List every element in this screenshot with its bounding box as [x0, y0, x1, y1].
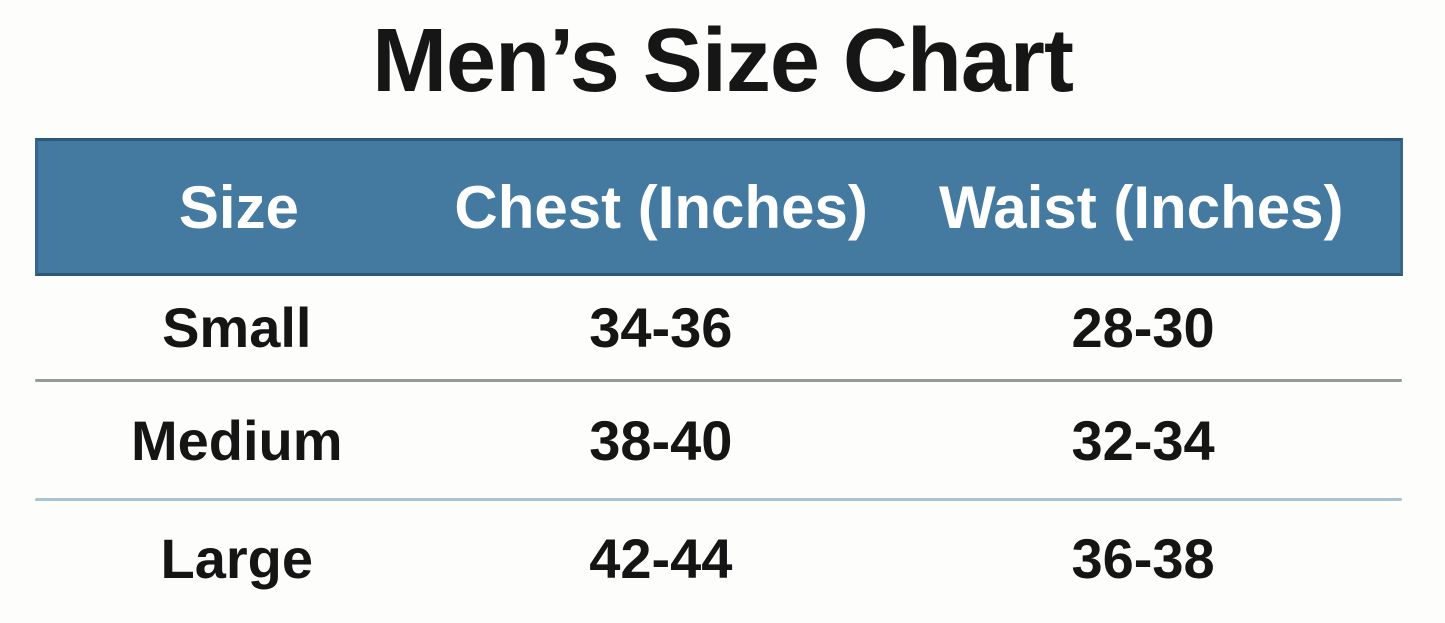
table-row-small: Small 34-36 28-30: [35, 276, 1403, 379]
page-title: Men’s Size Chart: [372, 11, 1074, 111]
table-header-row: Size Chest (Inches) Waist (Inches): [35, 138, 1403, 276]
header-cell-size: Size: [178, 173, 299, 241]
row-medium-chest-cell: 38-40: [589, 408, 733, 472]
row-small-size-cell: Small: [162, 296, 312, 359]
header-cell-chest: Chest (Inches): [454, 173, 868, 241]
row-divider: [35, 379, 1402, 382]
row-large-chest-cell: 42-44: [589, 527, 733, 590]
table-row-medium: Medium 38-40 32-34: [35, 382, 1403, 498]
row-large-size-cell: Large: [160, 527, 314, 590]
row-small-waist-cell: 28-30: [1071, 296, 1215, 359]
row-medium-waist-cell: 32-34: [1071, 408, 1215, 472]
table-row-large: Large 42-44 36-38: [35, 501, 1403, 616]
row-small-chest-cell: 34-36: [589, 296, 733, 359]
row-large-waist-cell: 36-38: [1071, 527, 1215, 590]
header-cell-waist: Waist (Inches): [938, 173, 1344, 241]
row-medium-size-cell: Medium: [130, 408, 343, 472]
size-table: Size Chest (Inches) Waist (Inches) Small…: [35, 138, 1403, 616]
row-divider: [35, 498, 1402, 501]
